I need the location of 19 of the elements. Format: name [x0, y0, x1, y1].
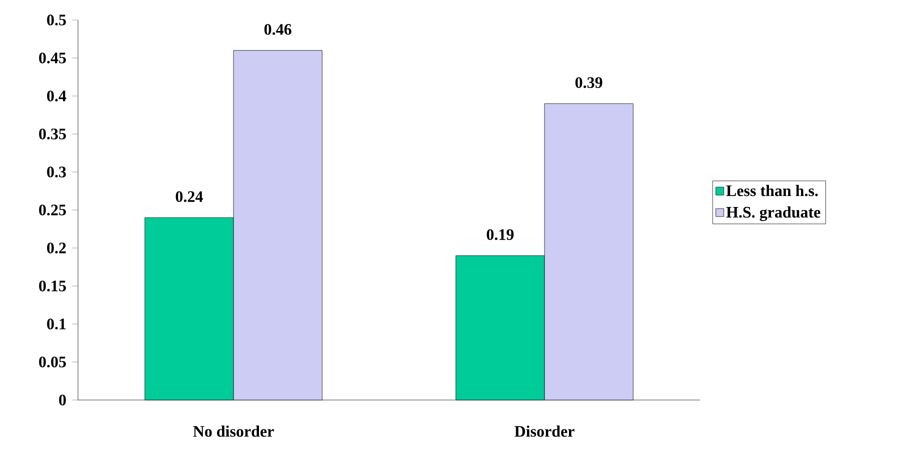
data-label: 0.39 [575, 77, 602, 88]
y-tick-label: 0.45 [39, 52, 66, 64]
y-tick-label: 0.2 [47, 242, 66, 254]
y-tick-label: 0.1 [47, 318, 66, 330]
data-label: 0.24 [176, 191, 203, 202]
y-tick-label: 0.15 [39, 280, 66, 292]
y-tick-label: 0 [59, 394, 66, 406]
legend-label: H.S. graduate [726, 206, 820, 222]
y-tick-label: 0.5 [47, 14, 66, 26]
data-label: 0.19 [486, 229, 514, 240]
y-tick-label: 0.25 [39, 204, 66, 216]
data-label: 0.46 [264, 24, 292, 35]
y-tick-label: 0.35 [39, 128, 66, 140]
x-tick-label: Disorder [514, 426, 574, 437]
x-tick-label: No disorder [193, 426, 274, 437]
y-tick-label: 0.4 [47, 90, 66, 102]
y-tick-label: 0.05 [39, 356, 66, 368]
legend-label: Less than h.s. [726, 184, 818, 196]
y-tick-label: 0.3 [47, 166, 66, 178]
